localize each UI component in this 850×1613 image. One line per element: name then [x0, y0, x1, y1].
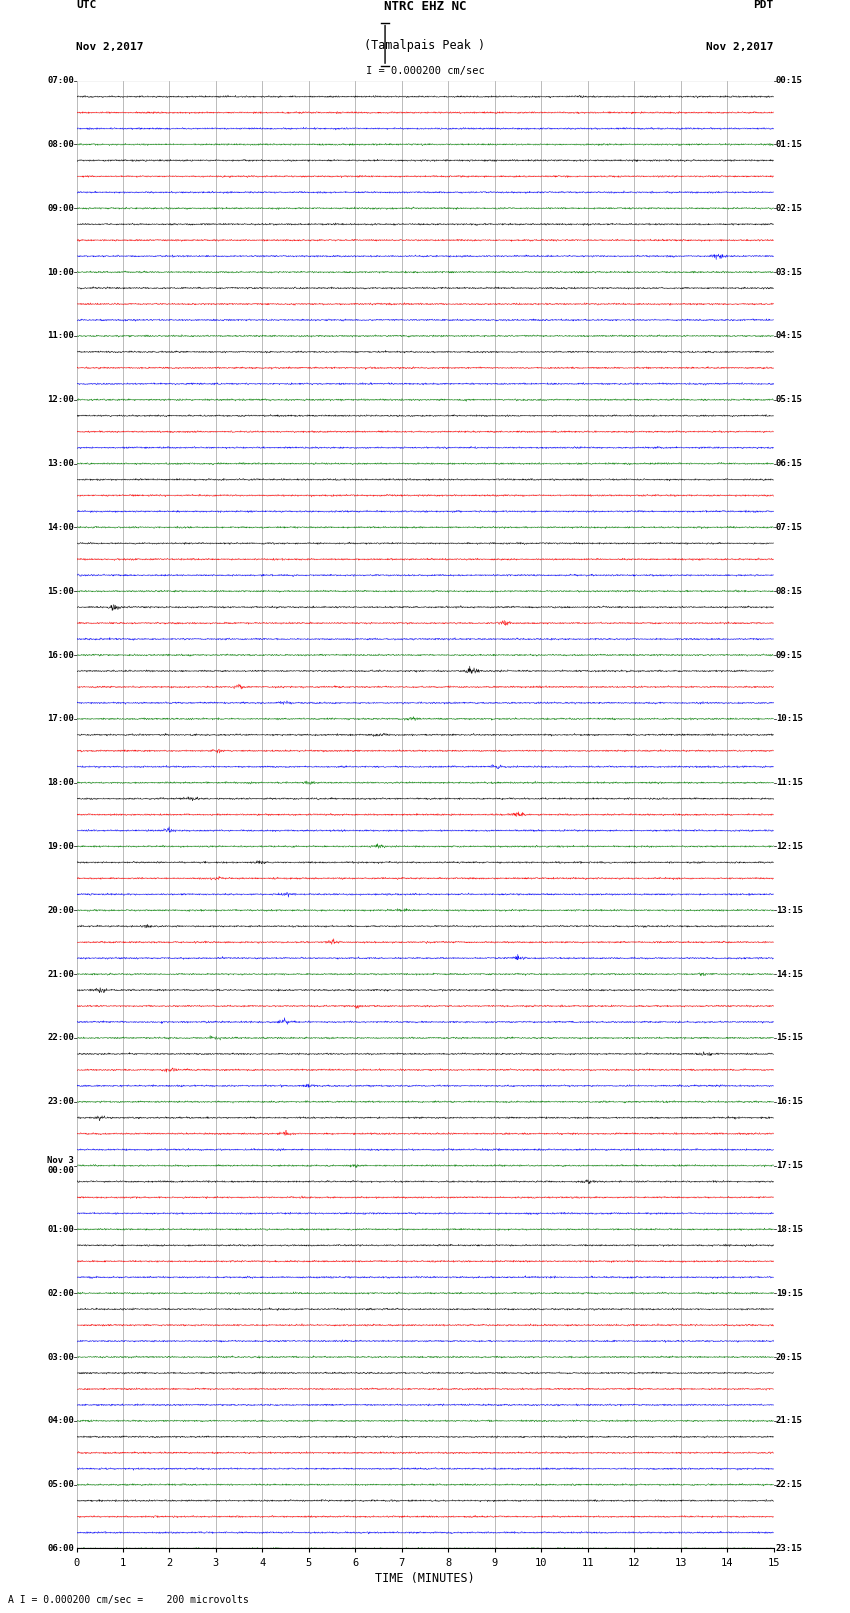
Text: 15:00: 15:00	[48, 587, 74, 595]
Text: 05:15: 05:15	[776, 395, 802, 405]
Text: 11:00: 11:00	[48, 331, 74, 340]
Text: 09:00: 09:00	[48, 203, 74, 213]
Text: 12:15: 12:15	[776, 842, 802, 852]
Text: 11:15: 11:15	[776, 777, 802, 787]
Text: 13:00: 13:00	[48, 460, 74, 468]
Text: 23:00: 23:00	[48, 1097, 74, 1107]
Text: 05:00: 05:00	[48, 1481, 74, 1489]
Text: Nov 3
00:00: Nov 3 00:00	[48, 1157, 74, 1176]
Text: NTRC EHZ NC: NTRC EHZ NC	[383, 0, 467, 13]
Text: 04:15: 04:15	[776, 331, 802, 340]
Text: 20:00: 20:00	[48, 907, 74, 915]
Text: 08:15: 08:15	[776, 587, 802, 595]
Text: 19:00: 19:00	[48, 842, 74, 852]
X-axis label: TIME (MINUTES): TIME (MINUTES)	[375, 1571, 475, 1584]
Text: 12:00: 12:00	[48, 395, 74, 405]
Text: 17:00: 17:00	[48, 715, 74, 723]
Text: 23:15: 23:15	[776, 1544, 802, 1553]
Text: 09:15: 09:15	[776, 650, 802, 660]
Text: 22:15: 22:15	[776, 1481, 802, 1489]
Text: 18:00: 18:00	[48, 777, 74, 787]
Text: 14:00: 14:00	[48, 523, 74, 532]
Text: 16:15: 16:15	[776, 1097, 802, 1107]
Text: 00:15: 00:15	[776, 76, 802, 85]
Text: 03:00: 03:00	[48, 1353, 74, 1361]
Text: 07:15: 07:15	[776, 523, 802, 532]
Text: 21:00: 21:00	[48, 969, 74, 979]
Text: 02:15: 02:15	[776, 203, 802, 213]
Text: 01:00: 01:00	[48, 1224, 74, 1234]
Text: 20:15: 20:15	[776, 1353, 802, 1361]
Text: 13:15: 13:15	[776, 907, 802, 915]
Text: 03:15: 03:15	[776, 268, 802, 276]
Text: 02:00: 02:00	[48, 1289, 74, 1298]
Text: UTC: UTC	[76, 0, 97, 10]
Text: 07:00: 07:00	[48, 76, 74, 85]
Text: (Tamalpais Peak ): (Tamalpais Peak )	[365, 39, 485, 52]
Text: 22:00: 22:00	[48, 1034, 74, 1042]
Text: 10:15: 10:15	[776, 715, 802, 723]
Text: 06:15: 06:15	[776, 460, 802, 468]
Text: A I = 0.000200 cm/sec =    200 microvolts: A I = 0.000200 cm/sec = 200 microvolts	[8, 1595, 249, 1605]
Text: 21:15: 21:15	[776, 1416, 802, 1426]
Text: PDT: PDT	[753, 0, 774, 10]
Text: 17:15: 17:15	[776, 1161, 802, 1169]
Text: 18:15: 18:15	[776, 1224, 802, 1234]
Text: Nov 2,2017: Nov 2,2017	[706, 42, 774, 52]
Text: 10:00: 10:00	[48, 268, 74, 276]
Text: 15:15: 15:15	[776, 1034, 802, 1042]
Text: Nov 2,2017: Nov 2,2017	[76, 42, 144, 52]
Text: 16:00: 16:00	[48, 650, 74, 660]
Text: I = 0.000200 cm/sec: I = 0.000200 cm/sec	[366, 66, 484, 76]
Text: 04:00: 04:00	[48, 1416, 74, 1426]
Text: 14:15: 14:15	[776, 969, 802, 979]
Text: 08:00: 08:00	[48, 140, 74, 148]
Text: 01:15: 01:15	[776, 140, 802, 148]
Text: 19:15: 19:15	[776, 1289, 802, 1298]
Text: 06:00: 06:00	[48, 1544, 74, 1553]
